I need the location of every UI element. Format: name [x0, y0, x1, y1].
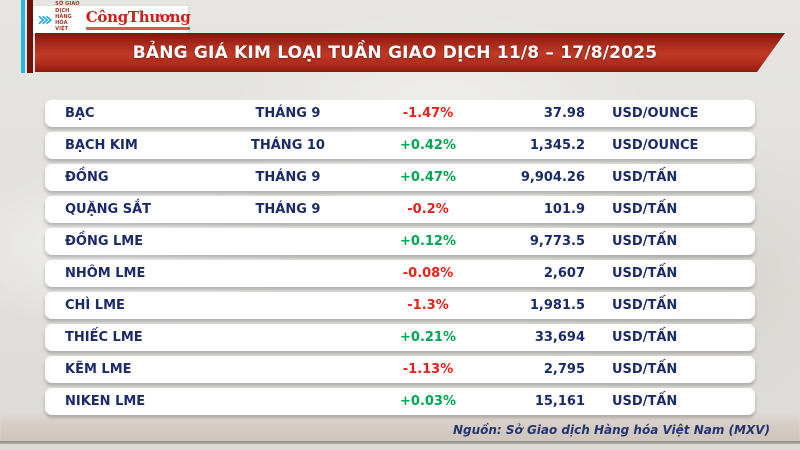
contract-month: THÁNG 9	[255, 170, 321, 185]
contract-month: THÁNG 9	[255, 106, 321, 121]
price-value: 9,773.5	[529, 234, 585, 249]
price-unit: USD/TẤN	[612, 202, 678, 217]
table-row: NHÔM LME -0.08% 2,607 USD/TẤN	[45, 260, 755, 287]
price-value: 1,981.5	[529, 298, 585, 313]
change-percent: -0.2%	[407, 202, 449, 217]
price-value: 33,694	[534, 330, 585, 345]
table-row: NIKEN LME +0.03% 15,161 USD/TẤN	[45, 388, 755, 415]
metal-name: ĐỒNG LME	[65, 234, 144, 249]
left-accent-stripe-cyan	[21, 0, 25, 73]
price-unit: USD/TẤN	[612, 266, 678, 281]
change-percent: -1.13%	[402, 362, 454, 377]
table-row: BẠC THÁNG 9 -1.47% 37.98 USD/OUNCE	[45, 100, 755, 127]
table-row: KẼM LME -1.13% 2,795 USD/TẤN	[45, 356, 755, 383]
price-unit: USD/TẤN	[612, 298, 678, 313]
table-row: BẠCH KIM THÁNG 10 +0.42% 1,345.2 USD/OUN…	[45, 132, 755, 159]
metal-name: NIKEN LME	[65, 394, 146, 409]
price-value: 9,904.26	[520, 170, 585, 185]
change-percent: -0.08%	[402, 266, 454, 281]
change-percent: +0.03%	[400, 394, 456, 409]
metal-name: CHÌ LME	[65, 298, 125, 313]
price-unit: USD/TẤN	[612, 394, 678, 409]
change-percent: -1.47%	[402, 106, 454, 121]
price-unit: USD/TẤN	[612, 362, 678, 377]
price-unit: USD/TẤN	[612, 234, 678, 249]
congthuong-logo-underline	[85, 26, 191, 30]
change-percent: +0.47%	[400, 170, 456, 185]
contract-month: THÁNG 9	[255, 202, 321, 217]
change-percent: +0.12%	[400, 234, 456, 249]
price-value: 2,795	[543, 362, 585, 377]
change-percent: -1.3%	[407, 298, 449, 313]
source-note: Nguồn: Sở Giao dịch Hàng hóa Việt Nam (M…	[452, 423, 770, 437]
table-row: ĐỒNG THÁNG 9 +0.47% 9,904.26 USD/TẤN	[45, 164, 755, 191]
price-value: 101.9	[543, 202, 585, 217]
metal-name: KẼM LME	[65, 362, 132, 377]
table-row: CHÌ LME -1.3% 1,981.5 USD/TẤN	[45, 292, 755, 319]
background-bottom-foot	[0, 444, 800, 450]
price-unit: USD/TẤN	[612, 170, 678, 185]
title-banner: BẢNG GIÁ KIM LOẠI TUẦN GIAO DỊCH 11/8 – …	[35, 33, 785, 72]
metal-name: NHÔM LME	[65, 266, 146, 281]
contract-month: THÁNG 10	[251, 138, 325, 153]
price-value: 15,161	[534, 394, 585, 409]
page-title: BẢNG GIÁ KIM LOẠI TUẦN GIAO DỊCH 11/8 – …	[132, 42, 658, 63]
price-table: BẠC THÁNG 9 -1.47% 37.98 USD/OUNCE BẠCH …	[45, 100, 755, 420]
left-accent-stripe-darkred	[27, 0, 33, 73]
change-percent: +0.42%	[400, 138, 456, 153]
price-unit: USD/OUNCE	[612, 106, 699, 121]
metal-name: BẠCH KIM	[65, 138, 138, 153]
background-bottom-line	[0, 441, 800, 444]
congthuong-logo: CôngThương	[85, 7, 191, 30]
mxv-chevrons-icon	[38, 15, 53, 25]
table-row: QUẶNG SẮT THÁNG 9 -0.2% 101.9 USD/TẤN	[45, 196, 755, 223]
price-unit: USD/TẤN	[612, 330, 678, 345]
congthuong-logo-text: CôngThương	[85, 7, 191, 26]
metal-name: ĐỒNG	[65, 170, 109, 185]
price-value: 1,345.2	[529, 138, 585, 153]
price-value: 37.98	[543, 106, 585, 121]
table-row: THIẾC LME +0.21% 33,694 USD/TẤN	[45, 324, 755, 351]
change-percent: +0.21%	[400, 330, 456, 345]
price-unit: USD/OUNCE	[612, 138, 699, 153]
metal-name: THIẾC LME	[65, 330, 143, 345]
price-value: 2,607	[543, 266, 585, 281]
table-row: ĐỒNG LME +0.12% 9,773.5 USD/TẤN	[45, 228, 755, 255]
metal-name: BẠC	[65, 106, 95, 121]
metal-name: QUẶNG SẮT	[65, 202, 152, 217]
